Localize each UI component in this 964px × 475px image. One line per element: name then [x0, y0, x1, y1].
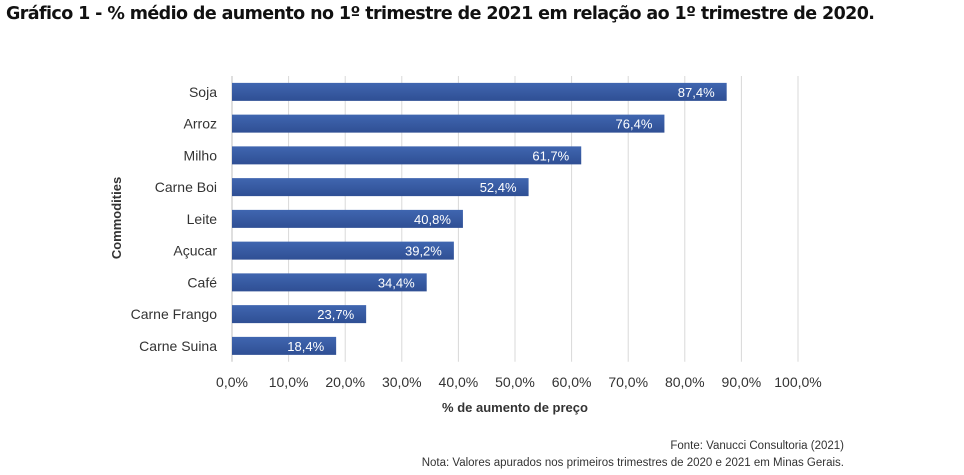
data-label: 23,7%: [317, 307, 354, 322]
data-label: 61,7%: [532, 148, 569, 163]
data-label: 18,4%: [287, 339, 324, 354]
bar: [232, 241, 454, 260]
footnote: Nota: Valores apurados nos primeiros tri…: [421, 457, 844, 469]
category-label: Carne Boi: [155, 179, 217, 195]
x-axis-title: % de aumento de preço: [442, 400, 588, 415]
bar: [232, 209, 463, 228]
category-label: Carne Suina: [139, 338, 217, 354]
x-tick-label: 50,0%: [495, 374, 535, 390]
x-tick-label: 80,0%: [665, 374, 705, 390]
bar: [232, 146, 582, 165]
x-tick-label: 40,0%: [439, 374, 479, 390]
x-tick-label: 30,0%: [382, 374, 422, 390]
category-labels: Soja Arroz Milho Carne Boi Leite Açucar Café Ca…: [131, 84, 218, 354]
bar: [232, 336, 337, 355]
bars: [232, 82, 727, 355]
x-tick-label: 70,0%: [608, 374, 648, 390]
category-label: Leite: [187, 211, 218, 227]
bar: [232, 178, 529, 197]
bar: [232, 114, 665, 133]
bar: [232, 273, 427, 292]
category-label: Milho: [184, 147, 218, 163]
category-label: Carne Frango: [131, 306, 218, 322]
x-tick-label: 60,0%: [552, 374, 592, 390]
value-labels: 87,4% 76,4% 61,7% 52,4% 40,8% 39,2% 34,4% 23,7%…: [287, 85, 715, 354]
category-label: Soja: [189, 84, 217, 100]
data-label: 40,8%: [414, 212, 451, 227]
y-axis-title: Commodities: [109, 177, 124, 259]
x-tick-label: 10,0%: [269, 374, 309, 390]
category-label: Arroz: [184, 116, 217, 132]
data-label: 34,4%: [378, 275, 415, 290]
x-tick-label: 20,0%: [325, 374, 365, 390]
x-tick-label: 90,0%: [722, 374, 762, 390]
source-note: Fonte: Vanucci Consultoria (2021): [670, 440, 844, 452]
category-label: Açucar: [173, 243, 217, 259]
data-label: 76,4%: [616, 117, 653, 132]
data-label: 52,4%: [480, 180, 517, 195]
page-title: Gráfico 1 - % médio de aumento no 1º tri…: [6, 4, 875, 24]
bar: [232, 82, 727, 101]
data-label: 87,4%: [678, 85, 715, 100]
x-tick-labels: 0,0% 10,0% 20,0% 30,0% 40,0% 50,0% 60,0% 70,0% 8…: [216, 374, 822, 390]
bar: [232, 305, 367, 324]
category-label: Café: [187, 274, 217, 290]
data-label: 39,2%: [405, 244, 442, 259]
x-tick-label: 0,0%: [216, 374, 248, 390]
x-tick-label: 100,0%: [774, 374, 821, 390]
